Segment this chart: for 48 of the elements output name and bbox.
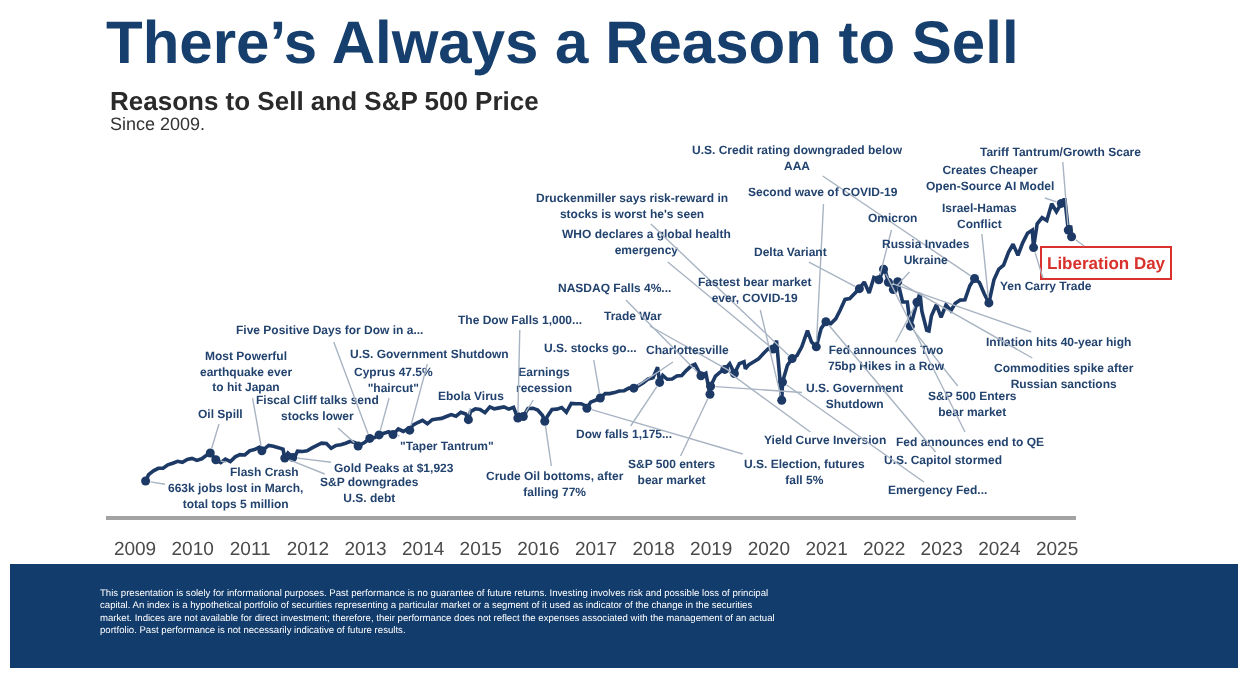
x-tick-label: 2024 bbox=[978, 538, 1021, 561]
x-tick-label: 2020 bbox=[747, 538, 790, 561]
x-tick-label: 2018 bbox=[632, 538, 675, 561]
point bbox=[540, 416, 550, 426]
x-tick-label: 2022 bbox=[863, 538, 906, 561]
x-tick-label: 2009 bbox=[113, 538, 157, 561]
point bbox=[257, 446, 267, 456]
point bbox=[141, 476, 151, 486]
point bbox=[463, 415, 473, 425]
point bbox=[280, 453, 290, 463]
point bbox=[353, 441, 363, 451]
point bbox=[787, 354, 797, 364]
point bbox=[874, 275, 884, 285]
point bbox=[205, 448, 215, 458]
point bbox=[595, 393, 605, 403]
point bbox=[374, 430, 384, 440]
x-tick-label: 2013 bbox=[344, 538, 387, 561]
chart-title: There’s Always a Reason to Sell bbox=[106, 11, 1019, 77]
x-tick-label: 2017 bbox=[574, 538, 618, 561]
point bbox=[777, 395, 787, 405]
x-tick-label: 2012 bbox=[286, 538, 329, 561]
x-tick-label: 2025 bbox=[1035, 538, 1079, 561]
point bbox=[1029, 243, 1039, 253]
point bbox=[1067, 232, 1077, 242]
point bbox=[984, 298, 994, 308]
point bbox=[811, 342, 821, 352]
point bbox=[778, 377, 788, 387]
x-tick-label: 2016 bbox=[517, 538, 560, 561]
point bbox=[854, 284, 864, 294]
point bbox=[365, 433, 375, 443]
x-tick-label: 2015 bbox=[459, 538, 502, 561]
x-tick-label: 2023 bbox=[920, 538, 963, 561]
annotation: Liberation Day bbox=[1047, 253, 1166, 273]
x-tick-label: 2014 bbox=[401, 538, 445, 561]
x-tick-label: 2011 bbox=[229, 538, 271, 561]
point bbox=[582, 403, 592, 413]
point bbox=[211, 455, 221, 465]
x-tick-label: 2019 bbox=[690, 538, 733, 561]
point bbox=[513, 413, 523, 423]
point bbox=[405, 425, 415, 435]
point bbox=[696, 371, 706, 381]
point bbox=[706, 381, 716, 391]
point bbox=[970, 273, 980, 283]
chart-subtitle: Reasons to Sell and S&P 500 Price bbox=[110, 86, 539, 116]
x-tick-label: 2010 bbox=[171, 538, 214, 561]
point bbox=[821, 317, 831, 327]
text: Since 2009. bbox=[110, 114, 206, 134]
x-tick-label: 2021 bbox=[805, 538, 848, 561]
